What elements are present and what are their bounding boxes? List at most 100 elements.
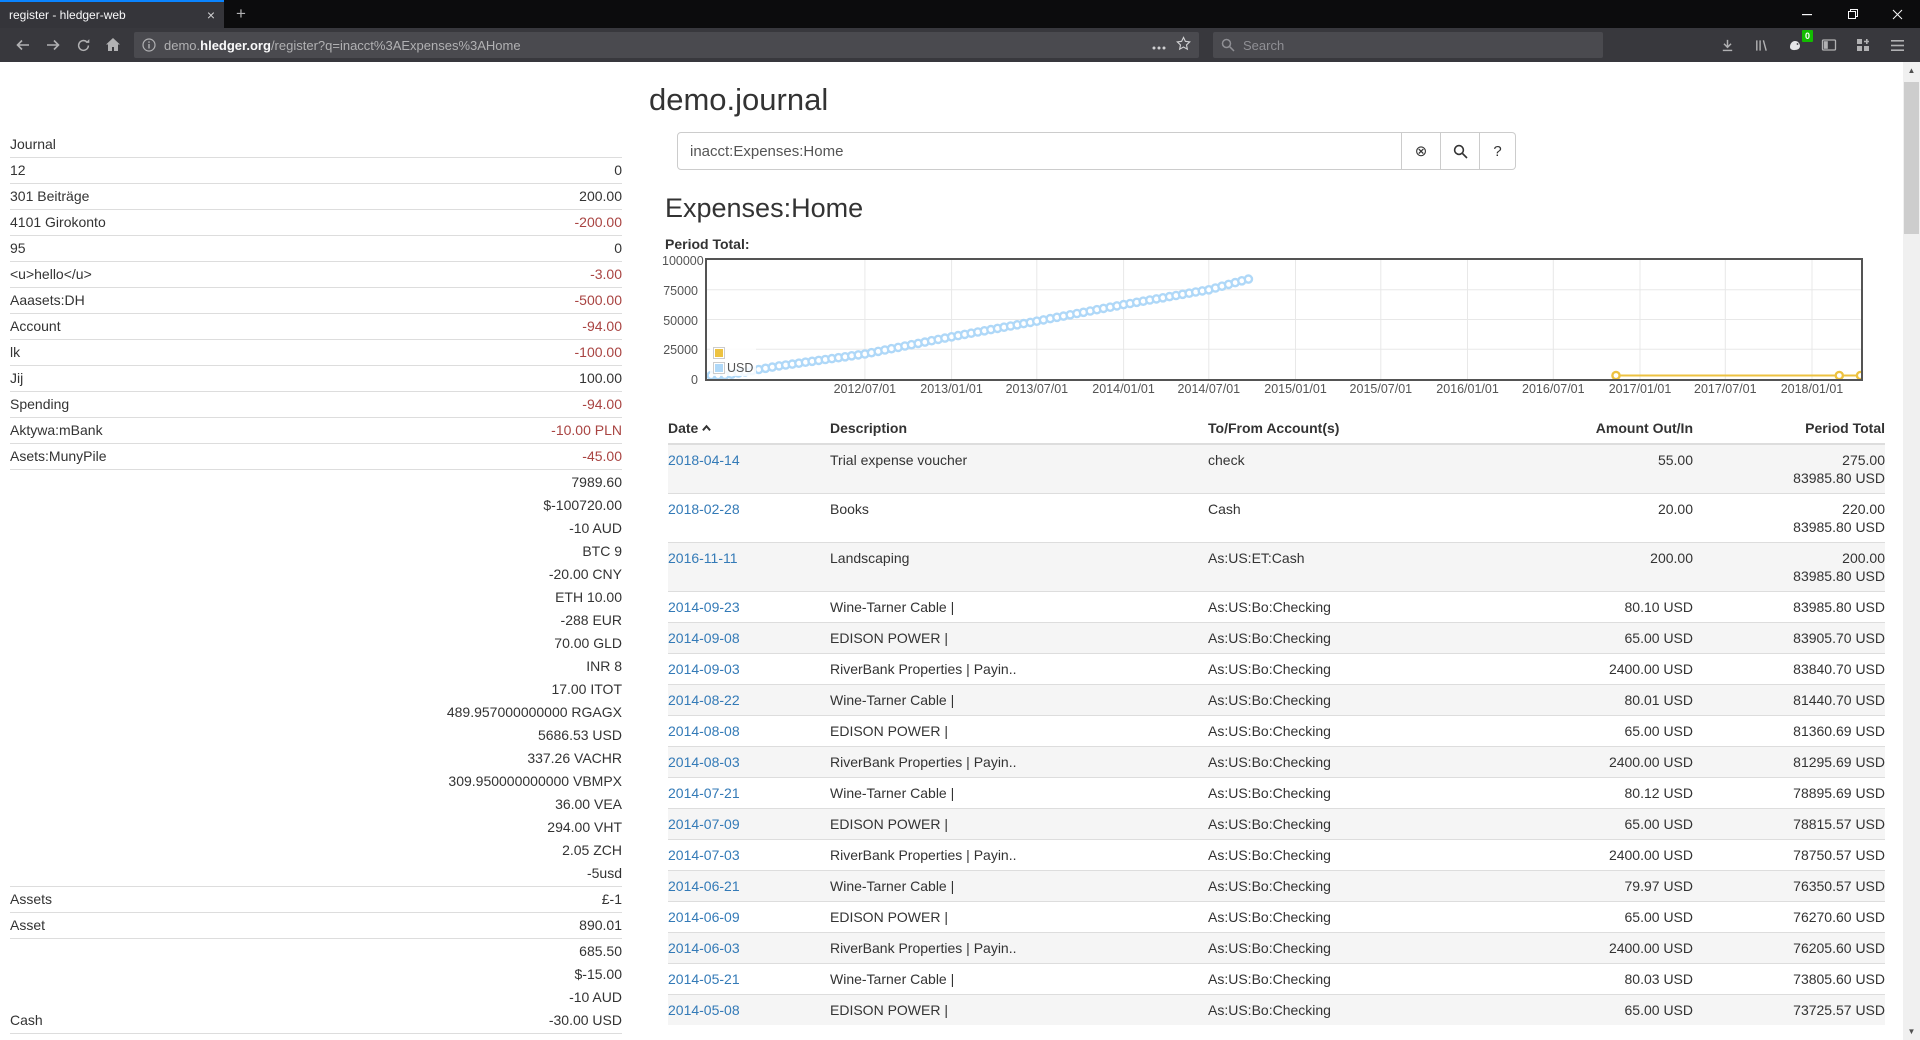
home-icon[interactable] bbox=[98, 32, 128, 58]
extension-icon[interactable]: 0 bbox=[1780, 30, 1813, 58]
transaction-row[interactable]: 2014-09-03 RiverBank Properties | Payin..… bbox=[668, 653, 1885, 685]
transaction-date-link[interactable]: 2014-07-09 bbox=[668, 816, 740, 832]
transaction-date-link[interactable]: 2018-04-14 bbox=[668, 452, 740, 468]
site-info-icon[interactable] bbox=[142, 38, 156, 52]
transaction-description: EDISON POWER | bbox=[830, 994, 1208, 1025]
help-button[interactable]: ? bbox=[1480, 132, 1516, 170]
account-balance: -117.00 bbox=[227, 1035, 622, 1040]
sidebar-account-link[interactable]: Jij bbox=[10, 370, 24, 386]
minimize-button[interactable] bbox=[1785, 0, 1830, 28]
tab-close-icon[interactable]: × bbox=[206, 7, 215, 23]
sidebar-account-link[interactable]: Aaasets:DH bbox=[10, 292, 85, 308]
query-input[interactable] bbox=[677, 132, 1402, 170]
sidebar-account-link[interactable]: Aktywa:mBank bbox=[10, 422, 103, 438]
transaction-row[interactable]: 2016-11-11 Landscaping As:US:ET:Cash 200.00… bbox=[668, 542, 1885, 592]
new-tab-button[interactable]: + bbox=[236, 4, 246, 23]
account-row: 95 0 bbox=[10, 235, 622, 262]
transaction-description: EDISON POWER | bbox=[830, 622, 1208, 654]
sidebar-account-link[interactable]: Spending bbox=[10, 396, 70, 412]
browser-tab[interactable]: register - hledger-web × bbox=[0, 0, 224, 28]
transaction-date-link[interactable]: 2014-06-09 bbox=[668, 909, 740, 925]
period-total-value: 81295.69 USD bbox=[1693, 746, 1885, 778]
back-icon[interactable] bbox=[8, 32, 38, 58]
transaction-date-link[interactable]: 2014-07-21 bbox=[668, 785, 740, 801]
reload-icon[interactable] bbox=[68, 32, 98, 58]
transaction-row[interactable]: 2018-02-28 Books Cash 20.00 220.00 83985.80 U… bbox=[668, 493, 1885, 543]
scroll-up-arrow[interactable]: ▲ bbox=[1907, 66, 1916, 75]
account-row: 301 Beiträge 200.00 bbox=[10, 183, 622, 210]
sidebar-account-link[interactable]: Account bbox=[10, 318, 61, 334]
transaction-row[interactable]: 2014-07-09 EDISON POWER | As:US:Bo:Checkin… bbox=[668, 808, 1885, 840]
main-content: demo.journal ⊗ ? Expenses:Home Period To… bbox=[649, 62, 1894, 1025]
sidebar-account-link[interactable]: 4101 Girokonto bbox=[10, 214, 106, 230]
transaction-row[interactable]: 2014-06-21 Wine-Tarner Cable | As:US:Bo:Ch… bbox=[668, 870, 1885, 902]
sidebar-toggle-icon[interactable] bbox=[1814, 32, 1844, 58]
account-row: Asset 890.01 bbox=[10, 912, 622, 939]
transaction-date-link[interactable]: 2014-09-23 bbox=[668, 599, 740, 615]
transaction-row[interactable]: 2014-07-21 Wine-Tarner Cable | As:US:Bo:Ch… bbox=[668, 777, 1885, 809]
library-icon[interactable] bbox=[1746, 32, 1776, 58]
search-query-button[interactable] bbox=[1441, 132, 1480, 170]
customize-grid-icon[interactable] bbox=[1848, 32, 1878, 58]
hledger-web-page: ▲ ▼ Journal 12 0 301 Beiträge 200.00 4101 Gi… bbox=[0, 62, 1920, 1040]
transaction-description: Wine-Tarner Cable | bbox=[830, 963, 1208, 995]
transaction-row[interactable]: 2014-09-23 Wine-Tarner Cable | As:US:Bo:Ch… bbox=[668, 591, 1885, 623]
transaction-row[interactable]: 2014-08-03 RiverBank Properties | Payin..… bbox=[668, 746, 1885, 778]
sidebar-item-journal[interactable]: Journal bbox=[10, 136, 56, 152]
column-header[interactable]: Date bbox=[668, 412, 830, 445]
transaction-date-link[interactable]: 2014-09-03 bbox=[668, 661, 740, 677]
period-total-value: 200.00 83985.80 USD bbox=[1693, 542, 1885, 592]
restore-button[interactable] bbox=[1830, 0, 1875, 28]
transaction-row[interactable]: 2014-05-21 Wine-Tarner Cable | As:US:Bo:Ch… bbox=[668, 963, 1885, 995]
transaction-date-link[interactable]: 2014-05-21 bbox=[668, 971, 740, 987]
transaction-date-link[interactable]: 2014-08-03 bbox=[668, 754, 740, 770]
transaction-row[interactable]: 2014-06-03 RiverBank Properties | Payin..… bbox=[668, 932, 1885, 964]
search-bar[interactable]: Search bbox=[1213, 32, 1603, 58]
transaction-date-link[interactable]: 2014-07-03 bbox=[668, 847, 740, 863]
transaction-row[interactable]: 2014-07-03 RiverBank Properties | Payin..… bbox=[668, 839, 1885, 871]
page-actions-icon[interactable] bbox=[1152, 37, 1166, 53]
vertical-scrollbar[interactable]: ▲ ▼ bbox=[1903, 62, 1920, 1040]
close-window-button[interactable] bbox=[1875, 0, 1920, 28]
scroll-down-arrow[interactable]: ▼ bbox=[1907, 1027, 1916, 1036]
sidebar-account-link[interactable]: Assets bbox=[10, 891, 53, 907]
sidebar-account-link[interactable]: Cash bbox=[10, 1012, 43, 1028]
period-total-value: 73725.57 USD bbox=[1693, 994, 1885, 1025]
bookmark-star-icon[interactable] bbox=[1176, 36, 1191, 54]
scroll-thumb[interactable] bbox=[1904, 82, 1919, 234]
sidebar-account-link[interactable]: 95 bbox=[10, 240, 26, 256]
transaction-date-link[interactable]: 2014-05-08 bbox=[668, 1002, 740, 1018]
transaction-date-link[interactable]: 2016-11-11 bbox=[668, 550, 738, 566]
transaction-row[interactable]: 2014-08-08 EDISON POWER | As:US:Bo:Checkin… bbox=[668, 715, 1885, 747]
forward-icon[interactable] bbox=[38, 32, 68, 58]
sidebar-account-link[interactable]: lk bbox=[10, 344, 21, 360]
clear-query-button[interactable]: ⊗ bbox=[1402, 132, 1441, 170]
transaction-date-link[interactable]: 2014-08-08 bbox=[668, 723, 740, 739]
transaction-date-link[interactable]: 2014-06-21 bbox=[668, 878, 740, 894]
transaction-date-link[interactable]: 2014-09-08 bbox=[668, 630, 740, 646]
x-axis-tick-label: 2017/07/01 bbox=[1694, 382, 1757, 396]
sidebar-account-link[interactable]: <u>hello</u> bbox=[10, 266, 92, 282]
url-bar[interactable]: demo.hledger.org/register?q=inacct%3AExp… bbox=[134, 32, 1199, 58]
transaction-row[interactable]: 2018-04-14 Trial expense voucher check 55.0… bbox=[668, 444, 1885, 494]
sidebar-account-link[interactable]: Asets:MunyPile bbox=[10, 448, 107, 464]
transaction-row[interactable]: 2014-05-08 EDISON POWER | As:US:Bo:Checkin… bbox=[668, 994, 1885, 1025]
transaction-date-link[interactable]: 2014-08-22 bbox=[668, 692, 740, 708]
transaction-row[interactable]: 2014-09-08 EDISON POWER | As:US:Bo:Checkin… bbox=[668, 622, 1885, 654]
sidebar-account-link[interactable]: 12 bbox=[10, 162, 26, 178]
downloads-icon[interactable] bbox=[1712, 32, 1742, 58]
transaction-row[interactable]: 2014-08-22 Wine-Tarner Cable | As:US:Bo:Ch… bbox=[668, 684, 1885, 716]
sidebar-account-link[interactable]: 301 Beiträge bbox=[10, 188, 90, 204]
transaction-description: Wine-Tarner Cable | bbox=[830, 870, 1208, 902]
x-axis-tick-label: 2017/01/01 bbox=[1608, 382, 1672, 396]
transaction-date-link[interactable]: 2014-06-03 bbox=[668, 940, 740, 956]
menu-hamburger-icon[interactable] bbox=[1882, 32, 1912, 58]
sidebar-account-link[interactable]: Asset bbox=[10, 917, 46, 933]
transaction-row[interactable]: 2014-06-09 EDISON POWER | As:US:Bo:Checkin… bbox=[668, 901, 1885, 933]
transaction-amount: 80.03 USD bbox=[1518, 963, 1693, 995]
transaction-date-link[interactable]: 2018-02-28 bbox=[668, 501, 740, 517]
account-balance: -100.00 bbox=[574, 344, 622, 360]
account-balance: 309.950000000000 VBMPX bbox=[448, 773, 622, 789]
y-axis-tick-label: 25000 bbox=[663, 343, 698, 358]
query-form: ⊗ ? bbox=[677, 132, 1516, 170]
